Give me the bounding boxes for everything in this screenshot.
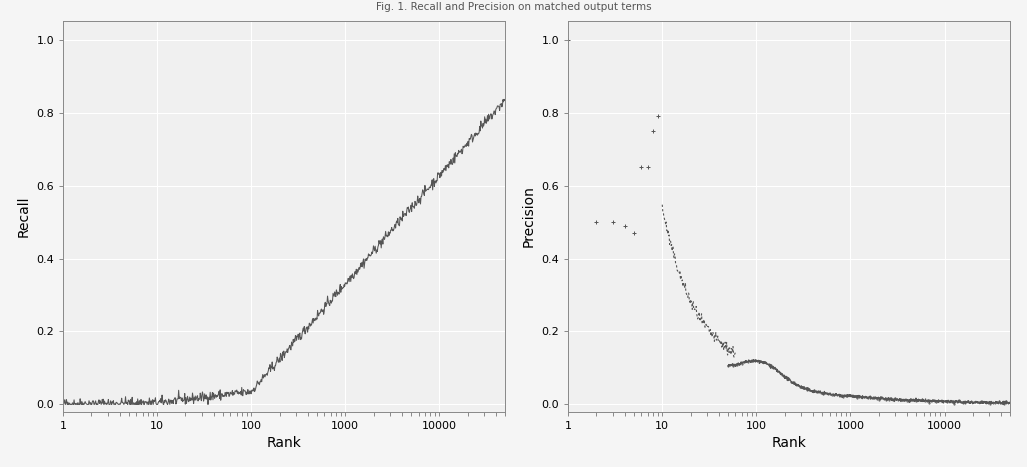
Y-axis label: Recall: Recall <box>16 196 31 237</box>
Text: Fig. 1. Recall and Precision on matched output terms: Fig. 1. Recall and Precision on matched … <box>376 2 651 12</box>
X-axis label: Rank: Rank <box>267 436 302 450</box>
Y-axis label: Precision: Precision <box>522 185 536 248</box>
X-axis label: Rank: Rank <box>772 436 806 450</box>
